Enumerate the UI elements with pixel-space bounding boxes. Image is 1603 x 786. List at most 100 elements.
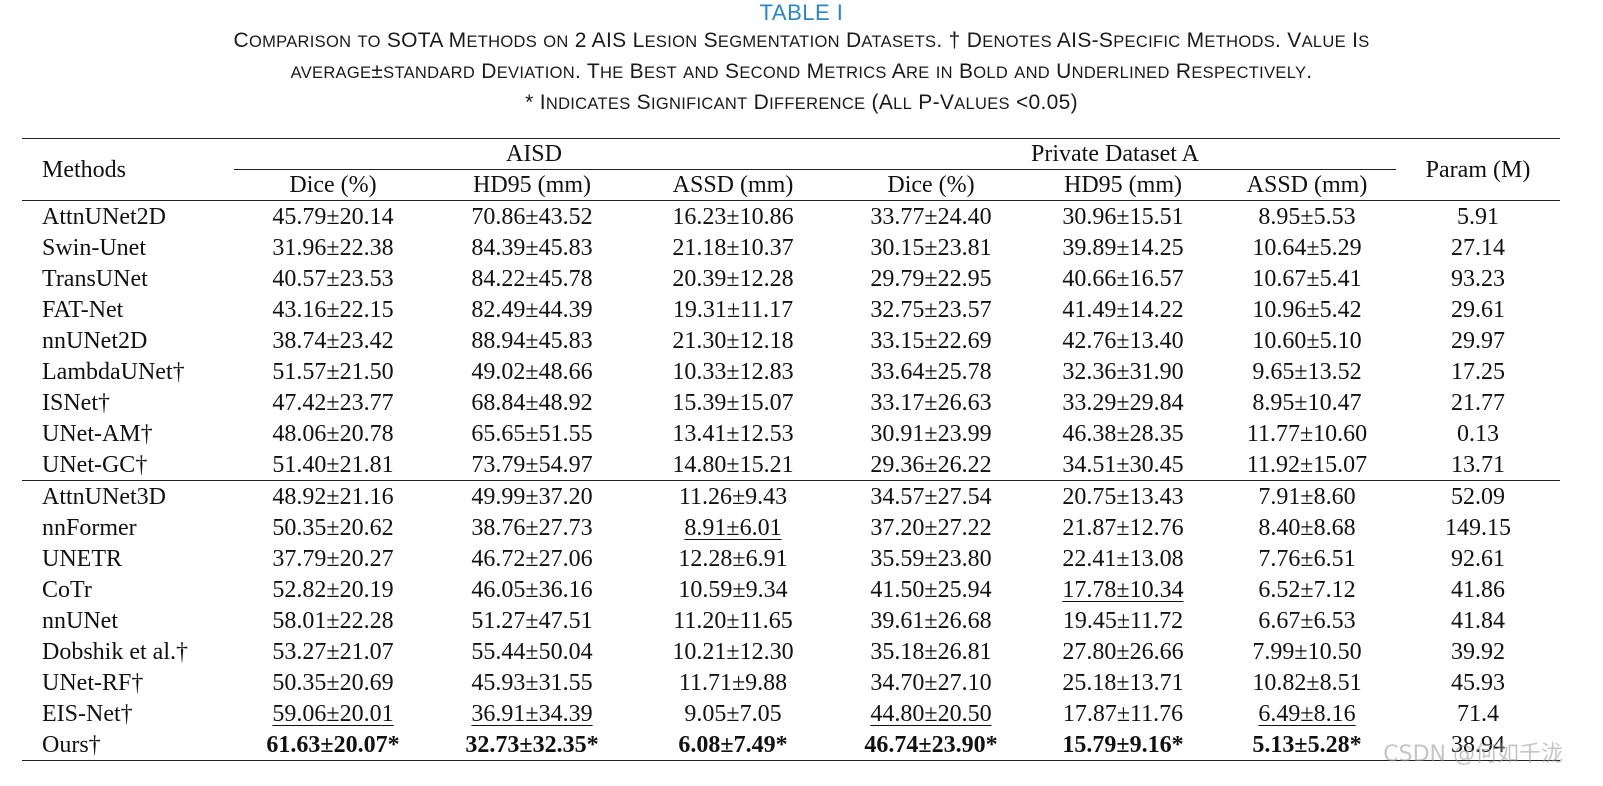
cell-private-dice: 37.20±27.22	[834, 512, 1028, 543]
cell-aisd-hd95: 70.86±43.52	[432, 201, 632, 233]
table-row: nnUNet 58.01±22.28 51.27±47.51 11.20±11.65 3…	[22, 605, 1560, 636]
method-name: AttnUNet2D	[42, 203, 166, 230]
watermark: CSDN @何如千泷	[1383, 742, 1563, 767]
cell-aisd-dice: 51.57±21.50	[234, 356, 432, 387]
method-name: nnFormer	[42, 514, 137, 541]
cell-value: 33.15±22.69	[870, 327, 992, 354]
cell-aisd-assd: 11.20±11.65	[632, 605, 834, 636]
results-table: Methods AISD Private Dataset A Param (M)…	[22, 138, 1560, 761]
cell-aisd-dice: 43.16±22.15	[234, 294, 432, 325]
header-private-assd: ASSD (mm)	[1218, 169, 1396, 201]
cell-value: 21.77	[1451, 389, 1505, 416]
cell-value: 17.87±11.76	[1062, 700, 1184, 727]
cell-aisd-hd95: 84.22±45.78	[432, 263, 632, 294]
header-group-private: Private Dataset A	[834, 138, 1396, 170]
cell-aisd-dice: 40.57±23.53	[234, 263, 432, 294]
cell-private-assd: 9.65±13.52	[1218, 356, 1396, 387]
table-row: nnFormer 50.35±20.62 38.76±27.73 8.91±6.01 3…	[22, 512, 1560, 543]
header-row-groups: Methods AISD Private Dataset A Param (M)	[22, 138, 1560, 201]
cell-aisd-hd95: 51.27±47.51	[432, 605, 632, 636]
method-name: Ours†	[22, 729, 234, 761]
cell-value: 10.82±8.51	[1252, 669, 1362, 696]
cell-value: 82.49±44.39	[471, 296, 593, 323]
cell-value: 11.20±11.65	[673, 607, 793, 634]
cell-value: 73.79±54.97	[471, 451, 593, 478]
cell-value: 46.38±28.35	[1062, 420, 1184, 447]
cell-value: 35.59±23.80	[870, 545, 992, 572]
method-name: nnUNet2D	[42, 327, 148, 354]
cell-private-assd: 10.96±5.42	[1218, 294, 1396, 325]
cell-value: 41.49±14.22	[1062, 296, 1184, 323]
cell-value: 84.39±45.83	[471, 234, 593, 261]
cell-aisd-assd: 19.31±11.17	[632, 294, 834, 325]
cell-value: 27.14	[1451, 234, 1505, 261]
cell-private-dice: 30.91±23.99	[834, 418, 1028, 449]
cell-private-assd: 6.52±7.12	[1218, 574, 1396, 605]
cell-value: 11.71±9.88	[678, 669, 788, 696]
cell-value: 45.79±20.14	[272, 203, 394, 230]
method-name: TransUNet	[42, 265, 148, 292]
cell-aisd-assd: 6.08±7.49*	[632, 729, 834, 761]
cell-param: 41.86	[1396, 574, 1560, 605]
cell-value: 29.61	[1451, 296, 1505, 323]
cell-value: 21.87±12.76	[1062, 514, 1184, 541]
cell-aisd-hd95: 82.49±44.39	[432, 294, 632, 325]
cell-value: 36.91±34.39	[471, 700, 593, 727]
cell-value: 51.27±47.51	[471, 607, 593, 634]
cell-value: 38.74±23.42	[272, 327, 394, 354]
cell-value: 65.65±51.55	[471, 420, 593, 447]
cell-aisd-dice: 47.42±23.77	[234, 387, 432, 418]
cell-private-hd95: 25.18±13.71	[1028, 667, 1218, 698]
table-row: AttnUNet2D 45.79±20.14 70.86±43.52 16.23±10…	[22, 201, 1560, 233]
cell-param: 45.93	[1396, 667, 1560, 698]
cell-private-dice: 33.77±24.40	[834, 201, 1028, 233]
cell-private-dice: 44.80±20.50	[834, 698, 1028, 729]
cell-aisd-assd: 11.71±9.88	[632, 667, 834, 698]
cell-value: 51.57±21.50	[272, 358, 394, 385]
method-name: UNETR	[42, 545, 122, 572]
cell-aisd-dice: 45.79±20.14	[234, 201, 432, 233]
cell-value: 59.06±20.01	[272, 700, 394, 727]
cell-value: 10.33±12.83	[672, 358, 794, 385]
cell-value: 7.91±8.60	[1258, 483, 1356, 510]
cell-value: 0.13	[1457, 420, 1499, 447]
cell-private-hd95: 17.78±10.34	[1028, 574, 1218, 605]
header-methods: Methods	[22, 138, 234, 201]
table-caption: TABLE I COMPARISON TO SOTA METHODS ON 2 …	[0, 0, 1603, 119]
cell-private-hd95: 17.87±11.76	[1028, 698, 1218, 729]
cell-value: 9.05±7.05	[684, 700, 782, 727]
table-body: AttnUNet2D 45.79±20.14 70.86±43.52 16.23±10…	[22, 201, 1560, 761]
method-name: CoTr	[42, 576, 92, 603]
cell-value: 52.82±20.19	[272, 576, 394, 603]
cell-value: 40.57±23.53	[272, 265, 394, 292]
cell-value: 46.05±36.16	[471, 576, 593, 603]
cell-private-dice: 29.36±26.22	[834, 449, 1028, 481]
header-aisd-dice: Dice (%)	[234, 169, 432, 201]
cell-private-dice: 34.57±27.54	[834, 480, 1028, 512]
cell-param: 38.94	[1396, 729, 1560, 761]
table-row: UNet-AM† 48.06±20.78 65.65±51.55 13.41±12.5…	[22, 418, 1560, 449]
cell-value: 30.96±15.51	[1062, 203, 1184, 230]
cell-aisd-assd: 9.05±7.05	[632, 698, 834, 729]
cell-aisd-dice: 50.35±20.62	[234, 512, 432, 543]
method-name: AttnUNet3D	[22, 480, 234, 512]
cell-value: 17.25	[1451, 358, 1505, 385]
cell-value: 13.41±12.53	[672, 420, 794, 447]
cell-aisd-dice: 58.01±22.28	[234, 605, 432, 636]
header-aisd-assd: ASSD (mm)	[632, 169, 834, 201]
cell-private-assd: 10.82±8.51	[1218, 667, 1396, 698]
cell-value: 29.97	[1451, 327, 1505, 354]
cell-param: 29.97	[1396, 325, 1560, 356]
cell-private-hd95: 21.87±12.76	[1028, 512, 1218, 543]
cell-value: 37.79±20.27	[272, 545, 394, 572]
table-row: Swin-Unet 31.96±22.38 84.39±45.83 21.18±10.…	[22, 232, 1560, 263]
cell-aisd-hd95: 88.94±45.83	[432, 325, 632, 356]
method-name: LambdaUNet†	[42, 358, 185, 385]
cell-aisd-assd: 10.33±12.83	[632, 356, 834, 387]
cell-private-hd95: 30.96±15.51	[1028, 201, 1218, 233]
cell-value: 40.66±16.57	[1062, 265, 1184, 292]
cell-value: 11.92±15.07	[1246, 451, 1368, 478]
cell-value: 8.95±10.47	[1252, 389, 1362, 416]
caption-line-2: AVERAGE±STANDARD DEVIATION. THE BEST AND…	[290, 60, 1313, 83]
cell-value: 71.4	[1457, 700, 1499, 727]
